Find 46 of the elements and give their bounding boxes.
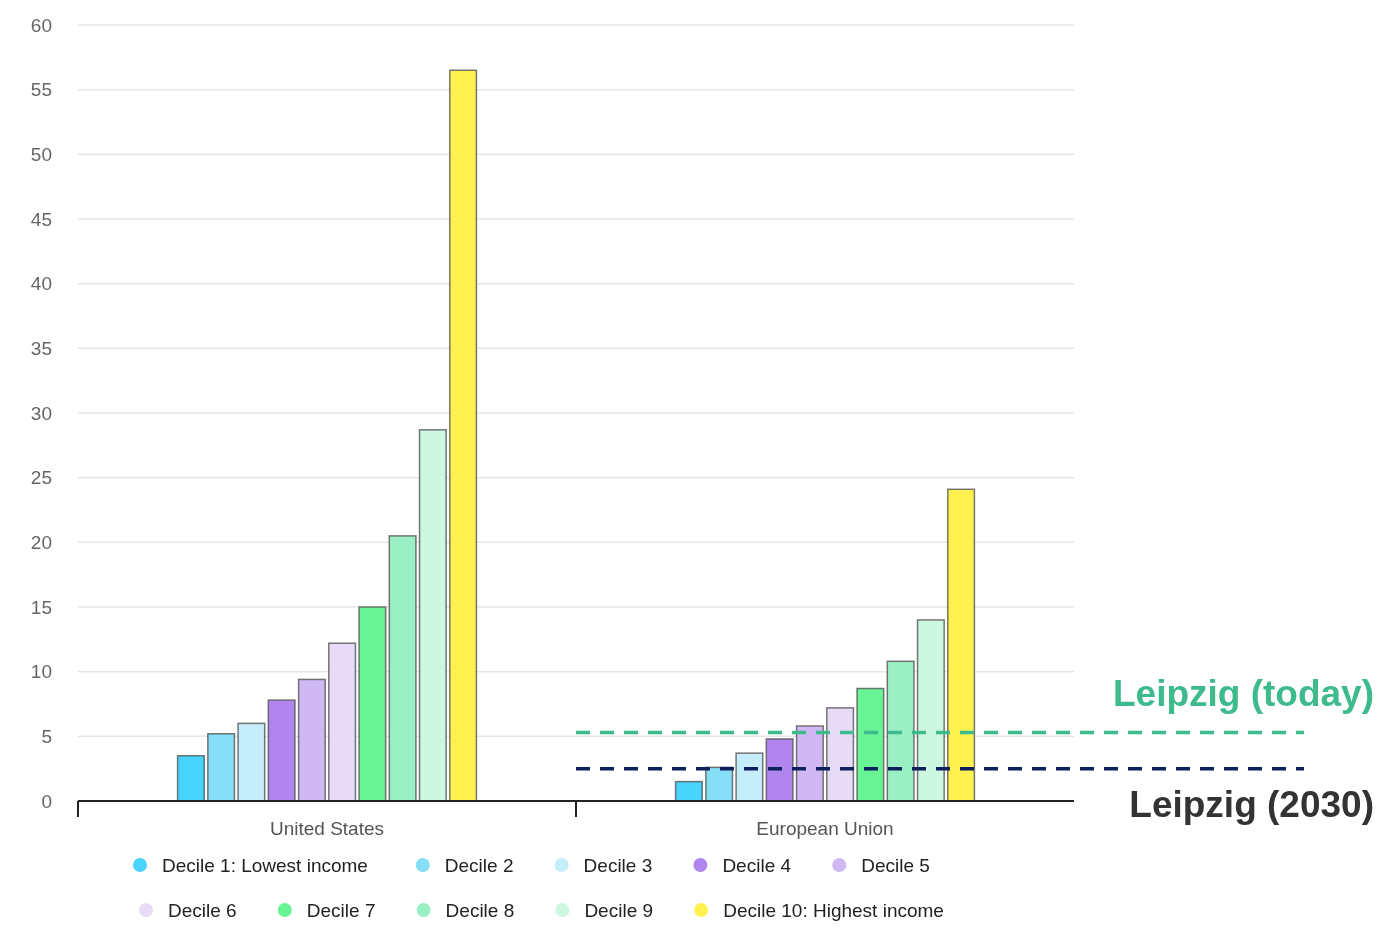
y-tick-label: 10 xyxy=(30,661,52,683)
bar xyxy=(947,488,976,802)
bar xyxy=(449,69,478,802)
y-tick-label: 45 xyxy=(30,208,52,230)
legend-label: Decile 6 xyxy=(168,899,237,921)
legend-label: Decile 7 xyxy=(306,899,376,921)
bar xyxy=(418,429,447,802)
y-tick-label: 50 xyxy=(30,143,52,165)
y-tick-label: 25 xyxy=(30,467,52,489)
y-tick-label: 5 xyxy=(41,725,52,747)
bar xyxy=(886,660,915,802)
bar xyxy=(207,733,236,802)
bar xyxy=(328,642,357,802)
y-tick-label: 0 xyxy=(41,790,52,812)
y-tick-label: 30 xyxy=(30,402,52,424)
legend-label: Decile 2 xyxy=(444,854,514,876)
x-tick-label: European Union xyxy=(756,818,894,839)
bar xyxy=(358,606,387,802)
y-tick-label: 60 xyxy=(30,14,52,36)
y-tick-label: 15 xyxy=(30,596,52,618)
ref-line-label: Leipzig (today) xyxy=(1112,673,1374,715)
legend-label: Decile 8 xyxy=(445,899,515,921)
legend-label: Decile 5 xyxy=(861,854,930,876)
legend-label: Decile 9 xyxy=(584,899,654,921)
legend-label: Decile 3 xyxy=(583,854,653,876)
bar xyxy=(237,722,266,802)
legend-label: Decile 4 xyxy=(722,854,792,876)
bar xyxy=(388,535,417,802)
bar xyxy=(795,725,824,802)
legend-label: Decile 1: Lowest income xyxy=(162,854,368,876)
y-tick-label: 55 xyxy=(30,79,52,101)
bar xyxy=(176,754,205,802)
bar xyxy=(297,678,326,802)
bar xyxy=(916,619,945,802)
y-tick-label: 20 xyxy=(30,531,52,553)
bar xyxy=(735,752,764,802)
bar xyxy=(267,699,296,802)
bar xyxy=(856,687,885,802)
x-tick-label: United States xyxy=(269,818,385,839)
bar xyxy=(826,707,855,802)
bar xyxy=(765,738,794,802)
ref-line-label: Leipzig (2030) xyxy=(1129,783,1374,825)
legend-label: Decile 10: Highest income xyxy=(723,899,944,921)
bar xyxy=(674,780,703,802)
y-tick-label: 40 xyxy=(30,273,52,295)
y-tick-label: 35 xyxy=(30,337,52,359)
